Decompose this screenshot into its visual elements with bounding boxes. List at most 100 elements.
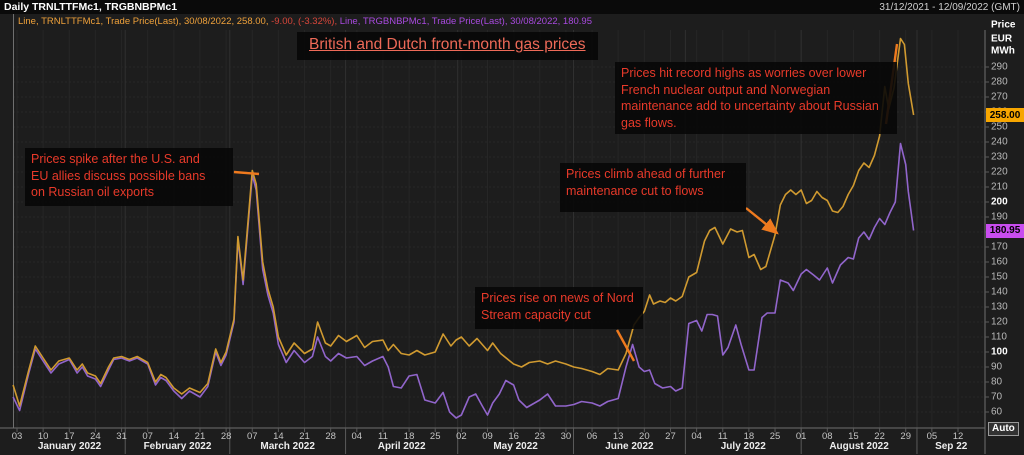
x-day-label: 11	[717, 431, 728, 442]
x-day-label: 25	[429, 431, 441, 442]
axis-lines	[0, 14, 989, 454]
x-day-label: 04	[691, 431, 702, 442]
y-tick-label: 160	[991, 256, 1008, 268]
date-range-label: 31/12/2021 - 12/09/2022 (GMT)	[879, 1, 1020, 13]
auto-scale-button[interactable]: Auto	[988, 422, 1019, 436]
x-month-label: March 2022	[260, 441, 315, 452]
annotation-line: maintenance add to uncertainty about Rus…	[621, 99, 879, 113]
x-day-label: 27	[665, 431, 676, 442]
maintenance-note[interactable]: Prices climb ahead of further maintenance…	[560, 163, 746, 212]
y-axis-unit: EUR	[991, 33, 1013, 45]
annotation-line: on Russian oil exports	[31, 185, 154, 199]
annotation-line: Prices rise on news of Nord	[481, 291, 634, 305]
y-tick-label: 280	[991, 76, 1008, 88]
legend-segment-2[interactable]: Line, TRGBNBPMc1, Trade Price(Last), 30/…	[339, 16, 592, 27]
nord-stream-note[interactable]: Prices rise on news of Nord Stream capaci…	[475, 287, 643, 329]
x-day-label: 28	[325, 431, 336, 442]
x-day-label: 21	[194, 431, 206, 442]
x-day-label: 07	[142, 431, 153, 442]
x-day-label: 08	[822, 431, 833, 442]
y-tick-label: 250	[991, 121, 1008, 133]
y-tick-label: 110	[991, 331, 1007, 343]
x-month-label: January 2022	[37, 441, 102, 452]
x-month-label: August 2022	[829, 441, 889, 452]
x-day-label: 17	[63, 431, 75, 442]
y-tick-label: 130	[991, 301, 1008, 313]
annotation-line: Prices spike after the U.S. and	[31, 152, 200, 166]
y-tick-label: 120	[991, 316, 1008, 328]
x-day-label: 10	[37, 431, 49, 442]
x-day-label: 13	[612, 431, 624, 442]
x-day-label: 06	[586, 431, 598, 442]
x-day-label: 31	[116, 431, 127, 442]
last-price-badge-0: 258.00	[986, 108, 1024, 122]
last-price-badge-1: 180.95	[986, 223, 1024, 238]
x-month-label: May 2022	[493, 441, 538, 452]
x-day-label: 29	[900, 431, 912, 442]
y-tick-label: 150	[991, 271, 1008, 283]
x-day-label: 20	[639, 431, 650, 442]
x-month-label: June 2022	[605, 441, 654, 452]
annotation-line: gas flows.	[621, 115, 677, 130]
trgbnbpmc1-series-line	[12, 142, 915, 419]
y-tick-label: 70	[991, 391, 1003, 403]
y-tick-label: 170	[991, 241, 1008, 253]
legend-segment-1[interactable]: -9.00, (-3.32%),	[271, 16, 340, 27]
x-day-label: 04	[351, 431, 363, 442]
x-day-label: 24	[90, 431, 101, 442]
x-day-label: 15	[848, 431, 859, 442]
x-day-label: 09	[482, 431, 493, 442]
oil-ban-note-pointer	[233, 170, 260, 176]
x-day-label: 18	[743, 431, 755, 442]
x-day-label: 03	[11, 431, 23, 442]
instrument-title: Daily TRNLTTFMc1, TRGBNBPMc1	[4, 1, 178, 13]
x-day-label: 05	[926, 431, 938, 442]
trnlttfmc1-series-line	[12, 37, 915, 407]
y-tick-label: 220	[991, 166, 1008, 178]
x-day-label: 12	[952, 431, 964, 442]
x-day-label: 23	[534, 431, 546, 442]
y-tick-label: 80	[991, 376, 1003, 388]
x-day-label: 22	[874, 431, 885, 442]
y-tick-label: 140	[991, 286, 1008, 298]
annotation-line: EU allies discuss possible bans	[31, 168, 206, 183]
y-tick-label: 240	[991, 136, 1008, 148]
price-series-lines	[12, 37, 915, 419]
annotation-line: French nuclear output and Norwegian	[621, 82, 831, 97]
x-day-label: 11	[378, 431, 388, 442]
y-tick-label: 90	[991, 361, 1003, 373]
y-tick-label: 290	[991, 61, 1008, 73]
x-day-label: 18	[403, 431, 415, 442]
record-highs-note[interactable]: Prices hit record highs as worries over …	[615, 62, 897, 134]
x-day-label: 02	[456, 431, 467, 442]
x-day-label: 07	[246, 431, 258, 442]
x-day-label: 21	[299, 431, 310, 442]
y-tick-label: 190	[991, 211, 1008, 223]
x-day-label: 14	[273, 431, 284, 442]
annotation-line: Prices hit record highs as worries over …	[621, 66, 867, 80]
chart-header-bar: Daily TRNLTTFMc1, TRGBNBPMc1 31/12/2021 …	[0, 0, 1024, 14]
y-axis-title: Price	[991, 19, 1016, 31]
y-tick-label: 100	[991, 346, 1008, 358]
y-axis-unit: MWh	[991, 45, 1015, 57]
y-tick-label: 210	[991, 181, 1008, 193]
annotation-line: maintenance cut to flows	[566, 183, 704, 198]
maintenance-note-pointer	[745, 207, 779, 235]
x-day-label: 14	[168, 431, 180, 442]
gridlines	[13, 30, 985, 428]
y-tick-label: 200	[991, 196, 1008, 208]
y-tick-label: 270	[991, 91, 1008, 103]
x-month-label: Sep 22	[935, 441, 968, 452]
oil-ban-note[interactable]: Prices spike after the U.S. and EU allies…	[25, 148, 233, 206]
series-legend[interactable]: Line, TRNLTTFMc1, Trade Price(Last), 30/…	[18, 16, 592, 27]
annotation-line: Prices climb ahead of further	[566, 167, 726, 181]
annotation-line: Stream capacity cut	[481, 307, 591, 322]
x-month-label: April 2022	[377, 441, 426, 452]
legend-segment-0[interactable]: Line, TRNLTTFMc1, Trade Price(Last), 30/…	[18, 16, 272, 27]
chart-title[interactable]: British and Dutch front-month gas prices	[297, 32, 598, 60]
x-day-label: 28	[220, 431, 232, 442]
x-day-label: 30	[560, 431, 572, 442]
y-tick-label: 60	[991, 406, 1003, 418]
x-day-label: 01	[795, 431, 807, 442]
